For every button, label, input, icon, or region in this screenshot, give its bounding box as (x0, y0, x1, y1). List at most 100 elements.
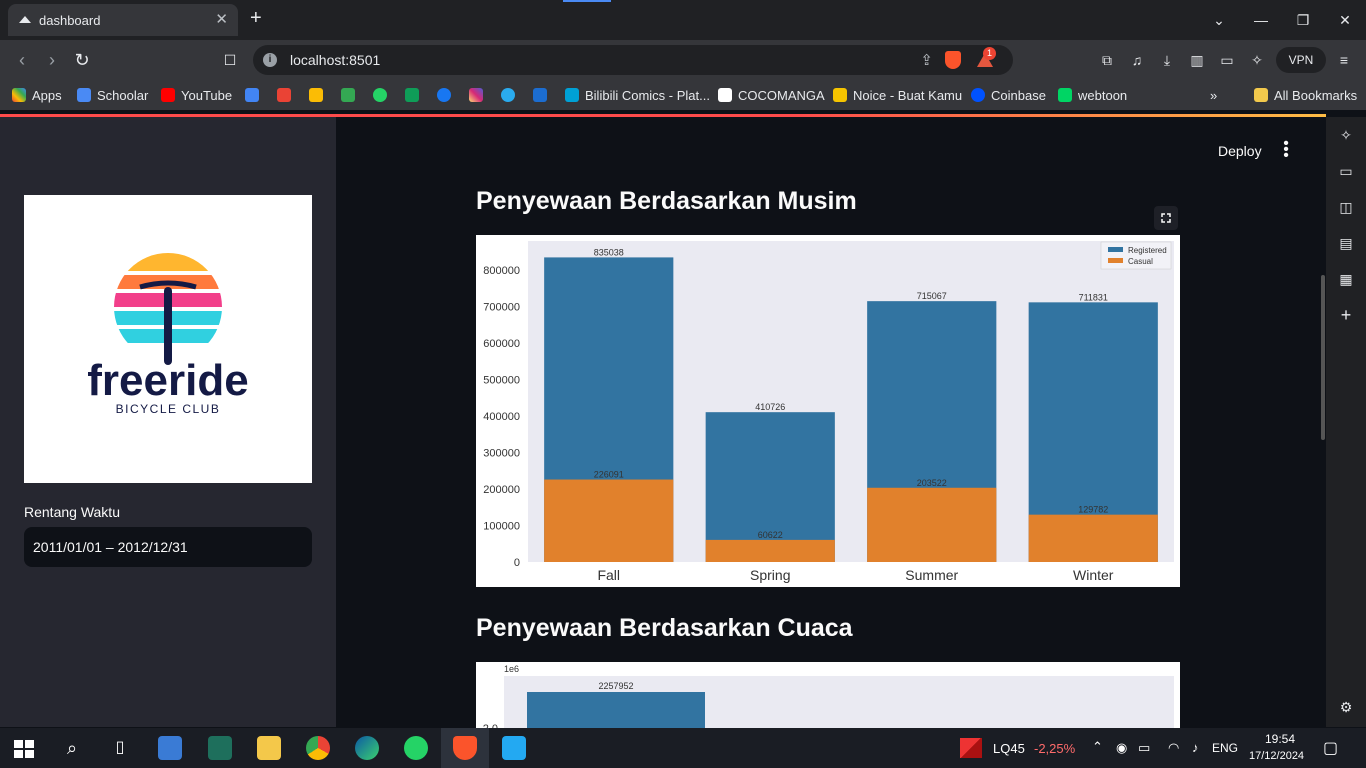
scrollbar[interactable] (1321, 275, 1325, 440)
bookmark-webtoon[interactable]: webtoon (1058, 87, 1127, 103)
chrome-icon[interactable] (306, 736, 330, 760)
weather-chart: 1e6 2.0 2257952 (476, 662, 1180, 732)
site-info-icon[interactable]: i (263, 53, 277, 67)
telegram-icon (501, 88, 515, 102)
edge-icon[interactable] (355, 736, 379, 760)
y-tick-label: 700000 (483, 302, 520, 314)
camera-icon[interactable]: ◉ (1116, 740, 1128, 755)
tab-search-icon[interactable]: ⌄ (1213, 11, 1225, 28)
file-explorer-icon[interactable] (257, 736, 281, 760)
y-offset-label: 1e6 (504, 664, 519, 674)
task-view-icon[interactable]: ▯ (115, 739, 125, 756)
season-chart-svg: 0 100000 200000 300000 400000 500000 600000 700… (483, 241, 1174, 583)
streamlit-decoration (0, 114, 1326, 117)
bookmark-translate[interactable] (245, 87, 265, 103)
clock-time[interactable]: 19:54 (1265, 732, 1296, 746)
restore-icon[interactable]: ❐ (1296, 11, 1310, 28)
bookmark-gmail[interactable] (277, 87, 297, 103)
bar-weather (527, 692, 705, 732)
settings-icon[interactable]: ⚙ (1339, 699, 1353, 715)
chevron-up-icon[interactable]: ⌃ (1092, 739, 1103, 754)
logo-subtitle: BICYCLE CLUB (116, 402, 221, 416)
extensions-icon[interactable]: ⧉ (1102, 52, 1112, 68)
bookmarks-bar: Apps Schoolar YouTube Bilibili Comics - … (0, 80, 1366, 110)
sidebar-toggle-icon[interactable]: ▥ (1190, 52, 1204, 68)
media-icon[interactable]: ♫ (1131, 52, 1143, 68)
bookmark-label: Coinbase (991, 87, 1046, 103)
search-icon[interactable]: ⌕ (66, 738, 78, 758)
add-icon[interactable]: + (1340, 305, 1352, 325)
main-content: Deploy • • • Penyewaan Berdasarkan Musim 0… (336, 117, 1326, 732)
vpn-button[interactable]: VPN (1276, 47, 1326, 73)
bookmark-drive[interactable] (309, 87, 329, 103)
browser-toolbar: ‹ › ↻ ☐ i localhost:8501 ⇪ 1 ⧉ ♫ ⤓ ▥ ▭ ✧… (0, 40, 1366, 80)
menu-icon[interactable]: ≡ (1339, 52, 1349, 68)
leo-icon[interactable]: ✧ (1340, 127, 1352, 143)
noice-icon (833, 88, 847, 102)
share-icon[interactable]: ⇪ (920, 52, 933, 69)
wallet-side-icon[interactable]: ◫ (1339, 199, 1353, 215)
whatsapp-taskbar-icon[interactable] (404, 736, 428, 760)
tab-dashboard[interactable]: dashboard ✕ (8, 4, 238, 36)
talk-icon[interactable]: ▭ (1339, 163, 1353, 179)
url-text[interactable]: localhost:8501 (290, 52, 381, 68)
wallet-icon[interactable]: ▭ (1220, 52, 1234, 68)
deploy-button[interactable]: Deploy (1218, 143, 1262, 159)
bookmark-coinbase[interactable]: Coinbase (971, 87, 1046, 103)
bookmark-label: Bilibili Comics - Plat... (585, 87, 710, 103)
date-range-input[interactable]: 2011/01/01 – 2012/12/31 (24, 527, 312, 567)
windows-start-icon[interactable] (12, 736, 36, 760)
app-icon[interactable] (208, 736, 232, 760)
bookmark-telegram[interactable] (501, 87, 521, 103)
instagram-icon (469, 88, 483, 102)
bookmark-youtube[interactable]: YouTube (161, 87, 232, 103)
all-bookmarks-button[interactable]: All Bookmarks (1254, 87, 1357, 103)
bookmark-icon[interactable]: ☐ (223, 52, 237, 68)
bookmark-bilibili[interactable]: Bilibili Comics - Plat... (565, 87, 710, 103)
bar-casual (544, 479, 674, 562)
legend-box (1100, 241, 1172, 270)
forward-icon[interactable]: › (49, 50, 55, 70)
battery-icon[interactable]: ▭ (1138, 740, 1151, 755)
tab-indicator (563, 0, 611, 2)
bookmark-noice[interactable]: Noice - Buat Kamu (833, 87, 962, 103)
bar-value-label: 60622 (758, 530, 783, 540)
main-menu-icon[interactable]: • • • (1283, 135, 1289, 164)
bookmark-instagram[interactable] (469, 87, 489, 103)
bookmark-k[interactable] (533, 87, 553, 103)
k-icon (533, 88, 547, 102)
bookmark-apps[interactable]: Apps (12, 87, 62, 103)
all-bookmarks-label: All Bookmarks (1274, 87, 1358, 103)
bookmark-cocomanga[interactable]: COCOMANGA (718, 87, 825, 103)
new-tab-icon[interactable]: + (250, 7, 262, 29)
windows-taskbar: ⌕ ▯ LQ45 -2,25% ⌃ ◉ ▭ ◠ ♪ ENG 19:54 17/1… (0, 728, 1366, 768)
brave-taskbar-icon[interactable] (453, 736, 477, 760)
bookmark-schoolar[interactable]: Schoolar (77, 87, 148, 103)
close-tab-icon[interactable]: ✕ (215, 11, 228, 28)
clock-date[interactable]: 17/12/2024 (1249, 750, 1305, 762)
control-panel-icon[interactable] (158, 736, 182, 760)
back-icon[interactable]: ‹ (19, 50, 25, 70)
reading-list-icon[interactable]: ▤ (1339, 235, 1353, 251)
wifi-icon[interactable]: ◠ (1168, 740, 1180, 755)
bookmark-facebook[interactable] (437, 87, 457, 103)
address-bar[interactable]: i localhost:8501 ⇪ 1 (253, 45, 1013, 75)
notifications-icon[interactable]: ▢ (1323, 740, 1339, 757)
leo-ai-icon[interactable]: ✧ (1251, 52, 1263, 68)
vscode-icon[interactable] (502, 736, 526, 760)
minimize-icon[interactable]: — (1254, 12, 1268, 28)
downloads-icon[interactable]: ⤓ (1163, 52, 1171, 68)
stock-name[interactable]: LQ45 (993, 741, 1025, 756)
brave-shields-icon[interactable] (945, 51, 961, 69)
bookmarks-side-icon[interactable]: ▦ (1339, 271, 1353, 287)
bookmark-classroom[interactable] (405, 87, 425, 103)
language-indicator[interactable]: ENG (1212, 741, 1239, 755)
fullscreen-icon[interactable] (1154, 206, 1178, 230)
close-window-icon[interactable]: ✕ (1339, 11, 1351, 28)
reload-icon[interactable]: ↻ (74, 50, 90, 70)
bookmark-maps[interactable] (341, 87, 361, 103)
bookmark-whatsapp[interactable] (373, 87, 393, 103)
more-bookmarks-button[interactable]: » (1210, 87, 1217, 103)
volume-icon[interactable]: ♪ (1192, 740, 1199, 755)
apps-icon (12, 88, 26, 102)
